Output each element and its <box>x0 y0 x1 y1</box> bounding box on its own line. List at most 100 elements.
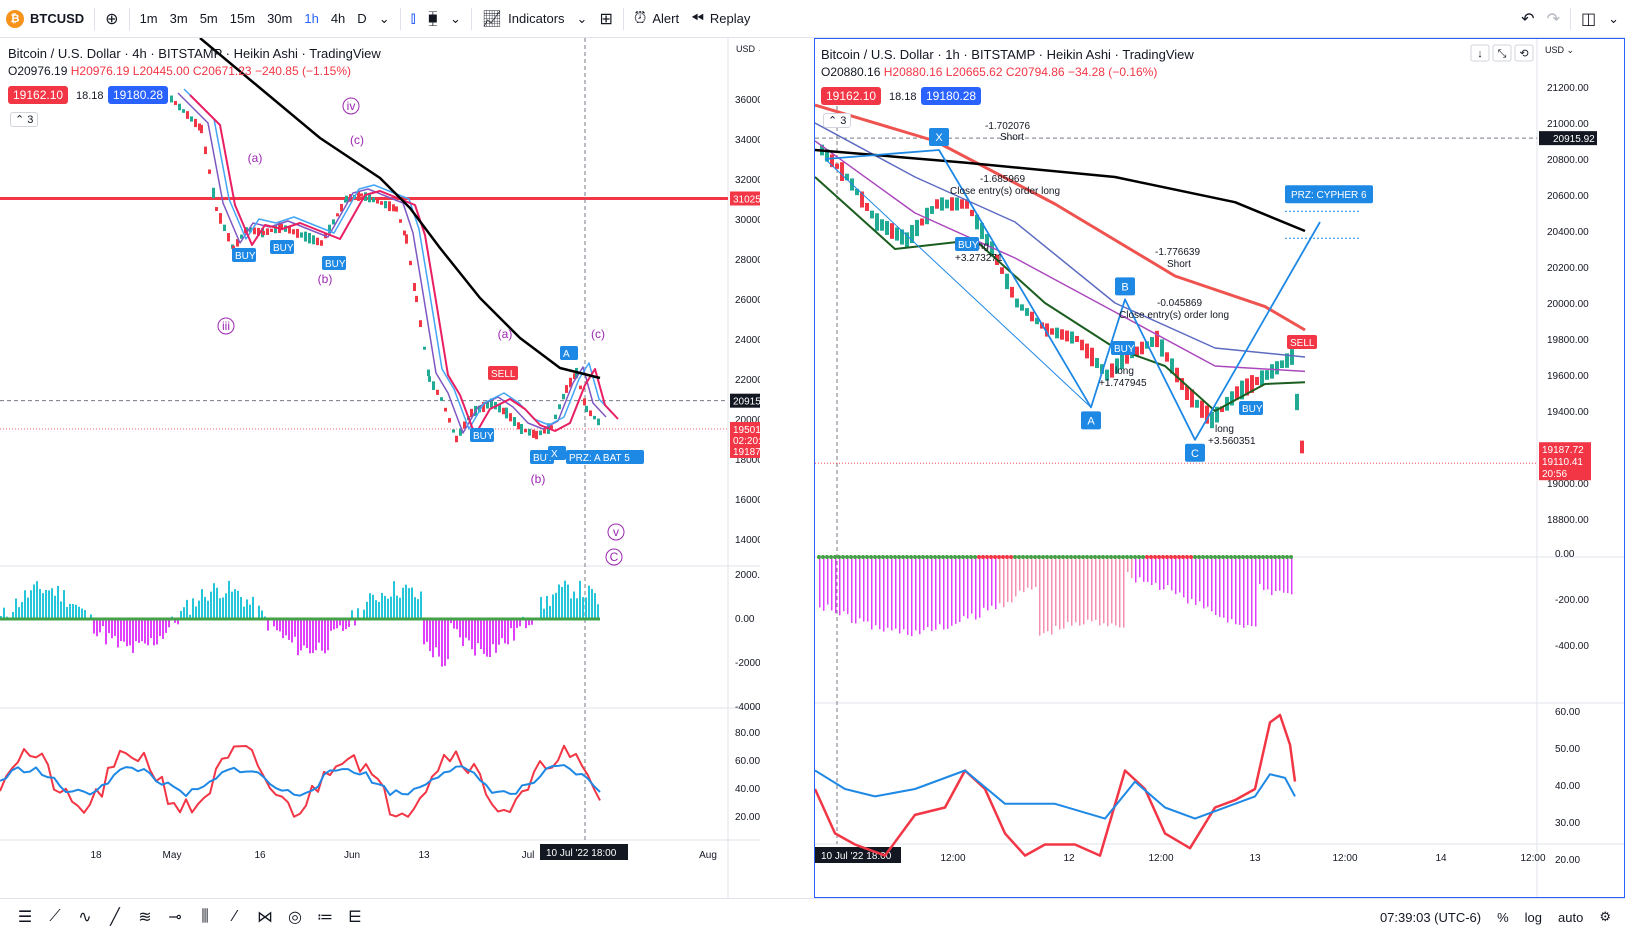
plus-circle-icon: ⊕ <box>105 10 119 28</box>
right-buy-button[interactable]: 19180.28 <box>921 87 982 105</box>
right-macd-bar <box>831 557 833 611</box>
bar-style-candles-button[interactable]: ⫾ <box>405 0 422 38</box>
alert-button[interactable]: ⏰︎ Alert <box>628 0 685 38</box>
replay-button[interactable]: ⏪︎ Replay <box>685 0 756 38</box>
right-macd-bar <box>1171 557 1173 591</box>
channel-tool-button[interactable]: ≋ <box>130 902 160 932</box>
right-macd-dot <box>1093 555 1097 559</box>
left-candle <box>368 194 371 203</box>
ray-tool-button[interactable]: ⁄ <box>220 902 250 932</box>
right-chart-pane[interactable]: USD ⌄ 21200.00 21000.00 20800.00 20600.00 204… <box>814 38 1625 898</box>
layout-grid-button[interactable]: ⊞ <box>593 0 618 38</box>
timeframe-dropdown[interactable]: ⌄ <box>373 0 396 38</box>
left-candle <box>573 373 576 380</box>
left-macd-bar <box>405 584 407 619</box>
right-macd-bar <box>851 557 853 623</box>
heikin-ashi-icon: ⧯ <box>427 9 438 27</box>
log-toggle[interactable]: log <box>1524 909 1543 925</box>
right-indicators-collapse[interactable]: ⌃ 3 <box>823 113 852 128</box>
right-rsi-red <box>815 713 1297 857</box>
measure-tool-button[interactable]: ⋿ <box>340 902 370 932</box>
left-wave-label: (b) <box>531 472 546 486</box>
clock-readout[interactable]: 07:39:03 (UTC-6) <box>1379 909 1482 925</box>
right-chart-title[interactable]: Bitcoin / U.S. Dollar · 1h · BITSTAMP · … <box>821 47 1194 62</box>
right-pattern-point-bg <box>1115 277 1135 296</box>
cursor-tool-button[interactable]: ☰ <box>10 902 40 932</box>
left-macd-bar <box>516 619 518 628</box>
percent-toggle[interactable]: % <box>1497 909 1509 925</box>
right-macd-dot <box>1121 555 1125 559</box>
right-macd-bar <box>919 557 921 635</box>
redo-button[interactable]: ↷ <box>1541 0 1566 38</box>
candles-icon: ⫾ <box>410 9 416 27</box>
left-rsi-tick: 60.00 <box>735 756 760 767</box>
left-macd-bar <box>417 599 419 619</box>
right-macd-dot <box>981 555 985 559</box>
select-layout-button[interactable]: ◫ <box>1575 0 1602 38</box>
left-chart-pane[interactable]: USD ⌄36000.0034000.0032000.0030000.00280… <box>0 38 760 898</box>
layout-dropdown[interactable]: ⌄ <box>1602 0 1625 38</box>
timeframe-d[interactable]: D <box>357 11 367 26</box>
left-macd-bar <box>231 591 233 619</box>
undo-button[interactable]: ↶ <box>1515 0 1540 38</box>
trend-tool-button[interactable]: ⟋ <box>40 902 70 932</box>
gann-tool-button[interactable]: ◎ <box>280 902 310 932</box>
left-chart-canvas[interactable]: USD ⌄36000.0034000.0032000.0030000.00280… <box>0 38 760 898</box>
indicators-icon: 📈︎ <box>481 10 503 28</box>
right-trade-annotation: long <box>970 241 989 252</box>
left-resistance-tag-bg <box>730 191 760 206</box>
symbol-search-button[interactable]: ₿ BTCUSD <box>0 0 90 38</box>
toolbar-divider <box>94 7 96 30</box>
timeframe-1h[interactable]: 1h <box>304 11 319 26</box>
right-chart-canvas[interactable]: USD ⌄ 21200.00 21000.00 20800.00 20600.00 204… <box>815 39 1624 897</box>
left-candle <box>249 227 252 233</box>
timeframe-15m[interactable]: 15m <box>229 11 256 26</box>
left-macd-bar <box>96 619 98 637</box>
left-macd-bar <box>546 595 548 619</box>
horizontal-tool-button[interactable]: ⊸ <box>160 902 190 932</box>
left-macd-bar <box>219 598 221 619</box>
left-ohlc-high: H20976.19 <box>70 64 130 78</box>
pattern-tool-button[interactable]: ⋈ <box>250 902 280 932</box>
brush-tool-button[interactable]: ≔ <box>310 902 340 932</box>
left-macd-tick: 0.00 <box>735 614 755 625</box>
timeframe-30m[interactable]: 30m <box>267 11 293 26</box>
bitcoin-icon: ₿ <box>6 9 24 28</box>
left-sell-button[interactable]: 19162.10 <box>8 86 69 104</box>
right-macd-bar <box>907 557 909 635</box>
timeframe-1m[interactable]: 1m <box>139 11 158 26</box>
left-candle <box>558 404 561 410</box>
left-candle <box>245 227 248 231</box>
timeframe-5m[interactable]: 5m <box>199 11 218 26</box>
left-macd-bar <box>390 596 392 619</box>
left-macd-tick: -4000.00 <box>735 702 760 713</box>
bar-style-dropdown[interactable]: ⌄ <box>444 0 467 38</box>
timeframe-3m[interactable]: 3m <box>169 11 188 26</box>
left-macd-bar <box>69 603 71 619</box>
left-chart-title[interactable]: Bitcoin / U.S. Dollar · 4h · BITSTAMP · … <box>8 46 381 61</box>
line-tool-button[interactable]: ╱ <box>100 902 130 932</box>
left-macd-bar <box>384 595 386 619</box>
left-last-price-tag: 19501.42 <box>733 425 760 436</box>
split-layout-icon: ◫ <box>1580 10 1597 28</box>
left-price-tick: 22000.00 <box>735 375 760 386</box>
left-macd-bar <box>555 592 557 619</box>
settings-button[interactable]: ⚙ <box>1599 909 1611 925</box>
timeframe-4h[interactable]: 4h <box>330 11 346 26</box>
left-macd-bar <box>72 603 74 619</box>
vertical-tool-button[interactable]: ⫼ <box>190 902 220 932</box>
indicators-dropdown[interactable]: ⌄ <box>571 0 594 38</box>
auto-toggle[interactable]: auto <box>1558 909 1584 925</box>
indicators-button[interactable]: 📈︎ Indicators <box>476 0 571 38</box>
left-indicators-collapse[interactable]: ⌃ 3 <box>10 112 39 127</box>
left-macd-bar <box>432 619 434 658</box>
fib-tool-button[interactable]: ∿ <box>70 902 100 932</box>
right-sell-button[interactable]: 19162.10 <box>821 87 882 105</box>
left-candle <box>262 230 265 236</box>
right-macd-dot <box>1021 555 1025 559</box>
right-macd-bar <box>871 557 873 630</box>
left-buy-button[interactable]: 19180.28 <box>108 86 169 104</box>
bar-style-button[interactable]: ⧯ <box>422 0 444 38</box>
left-macd-bar <box>327 619 329 651</box>
compare-symbol-button[interactable]: ⊕ <box>99 0 124 38</box>
